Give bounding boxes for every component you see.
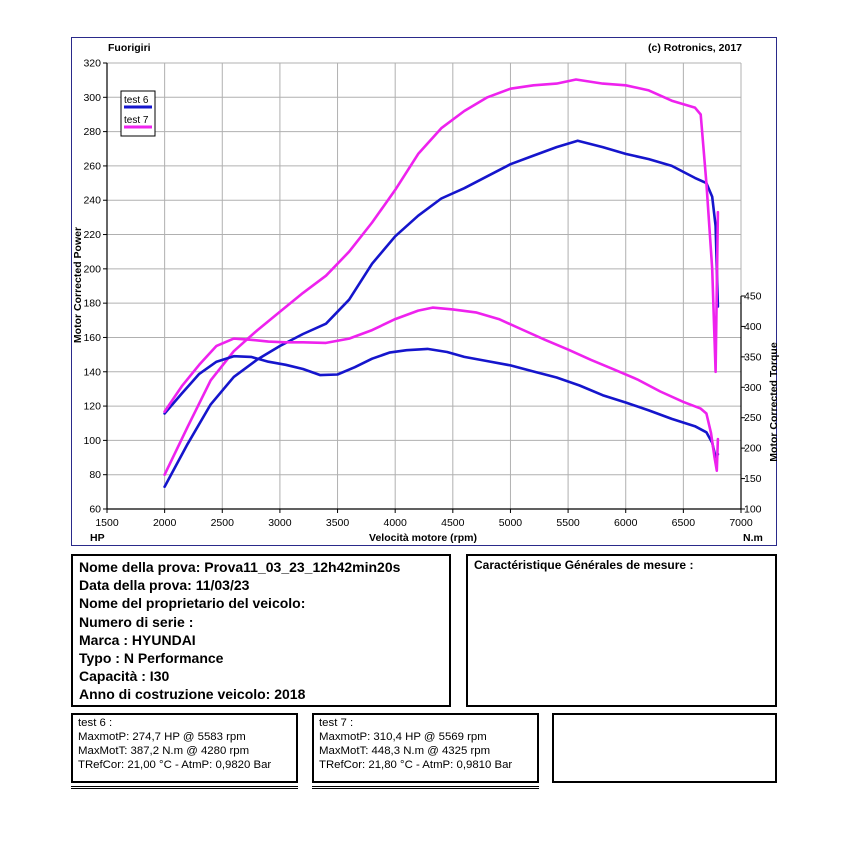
- info-line: Nome del proprietario del veicolo:: [79, 595, 306, 612]
- info-line: Anno di costruzione veicolo: 2018: [79, 686, 306, 703]
- x-unit: N.m: [743, 532, 763, 544]
- test-info-box: Nome della prova: Prova11_03_23_12h42min…: [71, 554, 451, 707]
- result-line: MaxMotT: 448,3 N.m @ 4325 rpm: [319, 745, 491, 757]
- x-tick-label: 5000: [499, 517, 523, 529]
- y-tick-label-right: 350: [744, 351, 762, 363]
- info-line: Typo : N Performance: [79, 650, 224, 667]
- info-line: Capacità : I30: [79, 668, 170, 685]
- chart-frame: [71, 37, 777, 546]
- info-line: Marca : HYUNDAI: [79, 631, 196, 648]
- y-tick-label-left: 100: [83, 435, 101, 447]
- x-tick-label: 1500: [95, 517, 119, 529]
- result-lines: test 7 : MaxmotP: 310,4 HP @ 5569 rpm Ma…: [319, 716, 512, 772]
- y-tick-label-right: 150: [744, 473, 762, 485]
- x-tick-label: 2000: [153, 517, 177, 529]
- info-line: Data della prova: 11/03/23: [79, 577, 250, 594]
- x-tick-label: 7000: [729, 517, 753, 529]
- y-tick-label-left: 220: [83, 229, 101, 241]
- y-tick-label-left: 260: [83, 160, 101, 172]
- result-line: MaxmotP: 310,4 HP @ 5569 rpm: [319, 731, 487, 743]
- x-tick-label: 2500: [211, 517, 235, 529]
- test-7-torque-line: [163, 306, 720, 472]
- y-tick-label-left: 240: [83, 195, 101, 207]
- x-tick-label: 6500: [672, 517, 696, 529]
- info-line: Numero di serie :: [79, 613, 194, 630]
- y-tick-label-right: 450: [744, 291, 762, 303]
- result-title: test 6 :: [78, 717, 113, 729]
- info-line: Nome della prova: Prova11_03_23_12h42min…: [79, 559, 401, 575]
- x-tick-label: 5500: [556, 517, 580, 529]
- y-tick-label-left: 320: [83, 58, 101, 70]
- result-box-test-7: test 7 : MaxmotP: 310,4 HP @ 5569 rpm Ma…: [312, 713, 539, 783]
- rule-under-test-7: [312, 786, 539, 789]
- test-6-torque-line: [163, 347, 720, 459]
- general-characteristics-box: Caractéristique Générales de mesure :: [466, 554, 777, 707]
- dyno-chart: 60 80 100 120 140 160 180 200 220 240 260 280 300 320…: [72, 42, 780, 544]
- y-tick-label-left: 200: [83, 263, 101, 275]
- y-axis-label-left: Motor Corrected Power: [72, 227, 84, 343]
- result-box-empty: [552, 713, 777, 783]
- y-tick-label-left: 140: [83, 366, 101, 378]
- legend-label: test 6: [124, 95, 149, 106]
- result-line: TRefCor: 21,80 °C - AtmP: 0,9810 Bar: [319, 759, 513, 771]
- x-tick-label: 3500: [326, 517, 350, 529]
- x-axis-label: Velocità motore (rpm): [369, 532, 477, 544]
- x-tick-label: 6000: [614, 517, 638, 529]
- y-tick-label-left: 300: [83, 92, 101, 104]
- test-info-lines: Nome della prova: Prova11_03_23_12h42min…: [79, 558, 400, 704]
- x-tick-label: 4000: [384, 517, 408, 529]
- y-tick-label-right: 300: [744, 382, 762, 394]
- general-characteristics-title: Caractéristique Générales de mesure :: [474, 558, 694, 572]
- y-tick-label-right: 400: [744, 321, 762, 333]
- result-box-test-6: test 6 : MaxmotP: 274,7 HP @ 5583 rpm Ma…: [71, 713, 298, 783]
- chart-title-left: Fuorigiri: [108, 42, 151, 54]
- y-tick-label-left: 60: [89, 504, 101, 516]
- y-tick-label-right: 200: [744, 443, 762, 455]
- x-tick-label: 3000: [268, 517, 292, 529]
- y-axis-label-right: Motor Corrected Torque: [768, 342, 780, 462]
- y-tick-label-right: 250: [744, 412, 762, 424]
- y-tick-label-left: 280: [83, 126, 101, 138]
- x-tick-label: 4500: [441, 517, 465, 529]
- result-lines: test 6 : MaxmotP: 274,7 HP @ 5583 rpm Ma…: [78, 716, 271, 772]
- y-tick-label-right: 100: [744, 504, 762, 516]
- result-line: MaxMotT: 387,2 N.m @ 4280 rpm: [78, 745, 250, 757]
- y-tick-label-left: 180: [83, 298, 101, 310]
- y-tick-label-left: 120: [83, 401, 101, 413]
- result-line: MaxmotP: 274,7 HP @ 5583 rpm: [78, 731, 246, 743]
- result-title: test 7 :: [319, 717, 354, 729]
- y-tick-label-left: 160: [83, 332, 101, 344]
- test-7-power-line: [163, 78, 720, 476]
- y-unit-left: HP: [90, 532, 105, 544]
- legend-label: test 7: [124, 115, 149, 126]
- y-tick-label-left: 80: [89, 469, 101, 481]
- chart-title-right: (c) Rotronics, 2017: [648, 42, 742, 54]
- test-6-power-line: [163, 139, 720, 488]
- result-line: TRefCor: 21,00 °C - AtmP: 0,9820 Bar: [78, 759, 272, 771]
- rule-under-test-6: [71, 786, 298, 789]
